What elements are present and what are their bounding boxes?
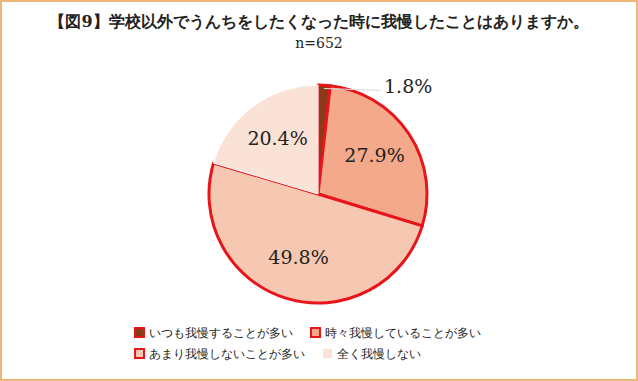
legend-label: いつも我慢することが多い — [149, 326, 293, 340]
legend-swatch — [135, 328, 144, 337]
legend-label: あまり我慢しないことが多い — [149, 347, 305, 361]
legend-swatch — [135, 349, 144, 358]
legend-item: 全く我慢しない — [323, 347, 421, 361]
chart: 【図9】学校以外でうんちをしたくなった時に我慢したことはありますか。 n=652 1… — [0, 0, 638, 381]
legend-item: あまり我慢しないことが多い — [135, 347, 305, 361]
pie-slice — [213, 85, 318, 194]
legend-swatch — [311, 328, 320, 337]
data-label: 27.9% — [344, 144, 404, 166]
leader-line — [324, 88, 380, 90]
legend-label: 時々我慢していることが多い — [325, 326, 481, 340]
title: 【図9】学校以外でうんちをしたくなった時に我慢したことはありますか。 — [49, 12, 588, 31]
data-label: 1.8% — [384, 75, 432, 97]
legend-swatch — [323, 349, 332, 358]
legend-label: 全く我慢しない — [337, 347, 421, 361]
subtitle: n=652 — [295, 35, 342, 51]
frame — [1, 1, 637, 380]
legend-item: いつも我慢することが多い — [135, 326, 293, 340]
data-label: 49.8% — [268, 246, 328, 268]
legend: いつも我慢することが多い 時々我慢していることが多いあまり我慢しないことが多い 全く… — [135, 326, 481, 361]
legend-item: 時々我慢していることが多い — [311, 326, 481, 340]
pie: 1.8% 27.9% 49.8% 20.4% — [209, 75, 432, 303]
data-label: 20.4% — [247, 127, 307, 149]
